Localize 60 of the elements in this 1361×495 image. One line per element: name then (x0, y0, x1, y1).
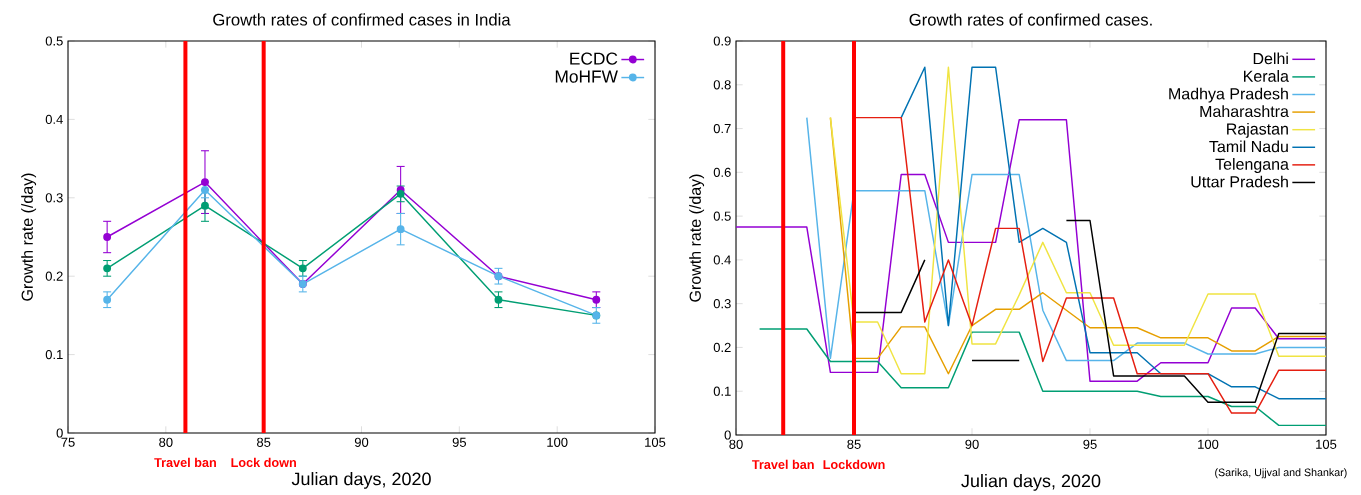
ref-line-label: Lockdown (823, 459, 885, 469)
point (201, 185, 209, 194)
x-tick-label: 90 (965, 439, 979, 449)
x-tick-label: 90 (354, 437, 369, 447)
legend-label: Rajastan (1227, 122, 1288, 138)
x-axis-title: Julian days, 2020 (961, 473, 1101, 491)
ref-line-label: Travel ban (752, 459, 814, 469)
y-axis-title: Growth rate (/day) (21, 173, 37, 301)
y-tick-label: 0.1 (45, 349, 63, 360)
x-tick-label: 105 (645, 437, 666, 447)
legend-label: Madhya Pradesh (1169, 87, 1288, 103)
y-tick-label: 0.2 (713, 342, 731, 352)
y-tick-label: 0 (56, 428, 63, 438)
x-tick-label: 75 (61, 437, 75, 447)
x-tick-label: 80 (729, 439, 743, 449)
x-tick-label: 95 (452, 437, 467, 447)
x-tick-label: 85 (847, 439, 861, 449)
y-tick-label: 0.3 (713, 298, 731, 309)
x-axis-title: Julian days, 2020 (291, 471, 431, 489)
x-tick-label: 95 (1083, 439, 1097, 449)
text: (Sarika, Ujjval and Shankar) (1215, 468, 1347, 479)
point (396, 189, 405, 198)
x-tick-label: 100 (1198, 439, 1219, 449)
legend-label: Kerala (1244, 69, 1289, 82)
x-tick-label: 100 (547, 437, 568, 447)
point (494, 295, 503, 304)
y-tick-label: 0.3 (45, 193, 63, 203)
y-tick-label: 0.5 (713, 211, 731, 221)
y-tick-label: 0.6 (713, 167, 731, 177)
point (201, 201, 209, 210)
x-tick-label: 80 (159, 437, 173, 447)
legend-label: Telengana (1215, 157, 1289, 173)
point (103, 295, 112, 304)
y-tick-label: 0.5 (45, 36, 63, 46)
point (103, 232, 112, 241)
x-tick-label: 85 (257, 437, 271, 447)
y-tick-label: 0.4 (713, 255, 731, 265)
y-tick-label: 0 (724, 430, 731, 440)
chart-title: Growth rates of confirmed cases in India (213, 13, 511, 26)
y-tick-label: 0.7 (713, 123, 731, 134)
ref-line-label: Travel ban (154, 457, 216, 467)
point (298, 264, 307, 273)
legend-label: ECDC (570, 52, 618, 65)
y-axis-title: Growth rate (/day) (689, 174, 705, 302)
y-tick-label: 0.9 (713, 36, 731, 46)
y-tick-label: 0.4 (45, 114, 63, 124)
y-tick-label: 0.2 (45, 271, 63, 281)
chart-title: Growth rates of confirmed cases. (909, 13, 1152, 26)
legend-label: Uttar Pradesh (1191, 175, 1288, 188)
legend-label: Maharashtra (1200, 105, 1289, 117)
y-tick-label: 0.8 (713, 80, 731, 90)
ref-line-label: Lock down (231, 457, 296, 467)
point (396, 225, 405, 233)
legend-label: Tamil Nadu (1209, 140, 1288, 153)
x-tick-label: 105 (1316, 439, 1337, 449)
legend-label: MoHFW (555, 70, 618, 83)
point (592, 295, 601, 304)
legend-label: Delhi (1253, 52, 1288, 65)
y-tick-label: 0.1 (713, 386, 731, 396)
point (103, 264, 112, 273)
